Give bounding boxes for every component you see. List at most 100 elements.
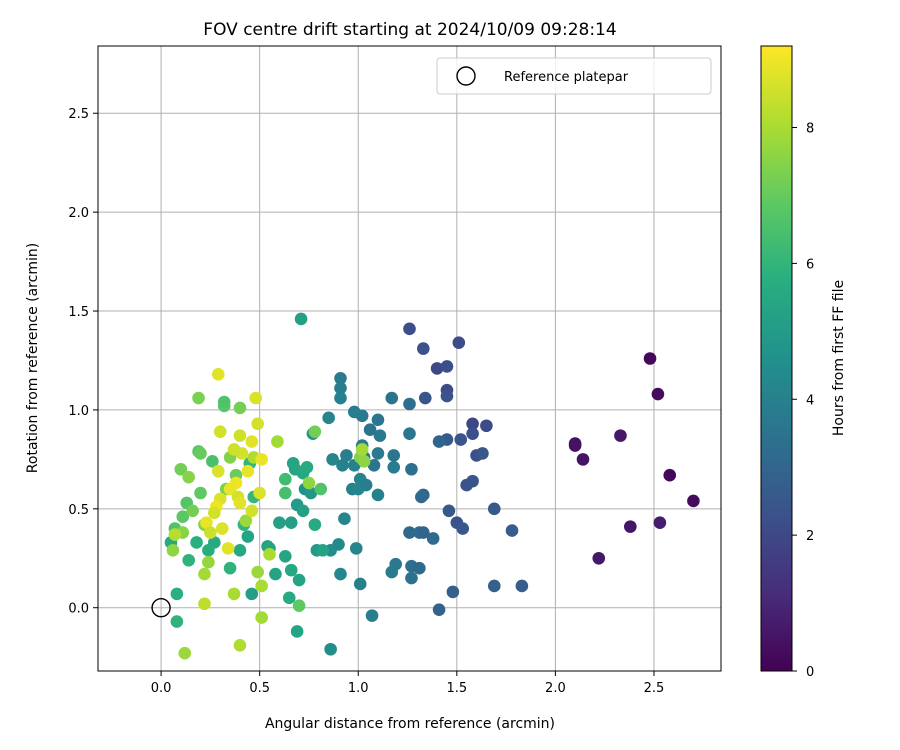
data-point [487,579,501,593]
data-point [182,553,195,567]
colorbar-tick-label: 6 [806,257,814,272]
y-tick-label: 2.5 [68,107,89,122]
data-point [624,520,637,533]
data-point [387,449,401,462]
data-point [387,460,401,474]
data-point [206,455,219,468]
data-point [221,542,235,555]
data-point [653,516,667,529]
data-point [334,371,347,385]
y-tick-label: 1.5 [68,305,89,320]
data-point [269,567,282,581]
colorbar-ticks: 0 2 4 6 8 [792,122,814,680]
data-point [223,561,237,575]
data-point [466,427,479,440]
data-point [357,455,371,468]
data-point [415,490,428,504]
data-point [365,609,379,622]
data-point [371,447,385,460]
colorbar: 0 2 4 6 8 Hours from first FF file [760,45,847,680]
data-point [271,435,284,448]
data-point [334,567,347,581]
data-point [255,453,268,466]
data-point [322,411,335,425]
data-point [245,587,259,601]
data-point [480,419,493,433]
data-point [227,443,241,456]
data-point [476,447,489,460]
data-point [198,597,211,611]
legend-marker-icon [456,66,476,86]
data-point [233,429,247,442]
data-point [208,506,221,520]
y-tick-label: 2.0 [68,206,89,221]
data-point [385,565,399,579]
data-point [454,433,468,446]
data-point [426,532,440,545]
data-point [515,579,529,593]
data-point [353,577,367,591]
y-axis-label: Rotation from reference (arcmin) [25,243,41,473]
data-point [373,429,387,442]
data-point [263,548,276,561]
data-point [198,567,211,581]
grid-lines [98,46,721,671]
data-point [300,460,314,474]
data-point [190,536,203,549]
data-point [466,417,479,431]
data-point [417,526,430,539]
data-point [178,646,192,660]
data-point [334,391,347,405]
colorbar-label: Hours from first FF file [831,280,847,436]
data-point [466,474,479,488]
data-point [170,615,184,628]
data-point [204,526,217,539]
data-point [403,427,416,440]
y-tick-label: 0.5 [68,503,89,518]
data-point [363,423,377,437]
data-point [273,516,286,529]
data-point [251,565,264,579]
colorbar-tick-label: 0 [806,665,814,680]
data-point [194,486,207,500]
data-point [405,571,418,585]
data-point [233,544,247,557]
data-point [213,425,227,438]
colorbar-tick-label: 8 [806,122,814,137]
data-point [568,439,582,452]
data-point [253,486,266,500]
data-point [340,449,353,462]
data-point [403,526,416,539]
data-point [217,395,231,409]
data-point [233,638,247,652]
data-point [278,486,292,500]
data-point [233,401,247,415]
data-point [359,478,373,492]
data-point [324,642,337,656]
data-point [385,391,399,405]
legend-entry-reference: Reference platepar [504,70,629,85]
data-point [326,453,339,466]
data-point [168,528,182,541]
data-point [278,549,292,563]
data-point [202,555,215,569]
data-point [239,514,253,527]
data-point [255,611,268,624]
data-point [347,405,361,419]
reference-point [151,598,171,618]
data-point [430,362,444,375]
data-point [278,472,292,486]
data-point [194,447,207,460]
data-point [249,391,263,405]
data-point [432,435,446,448]
data-point [576,453,590,466]
data-point [446,585,460,599]
data-point [367,459,381,472]
data-point [292,573,306,587]
data-point [284,563,298,577]
data-point [233,496,247,510]
data-point [308,425,322,438]
data-point [200,516,213,529]
data-point [413,561,426,575]
